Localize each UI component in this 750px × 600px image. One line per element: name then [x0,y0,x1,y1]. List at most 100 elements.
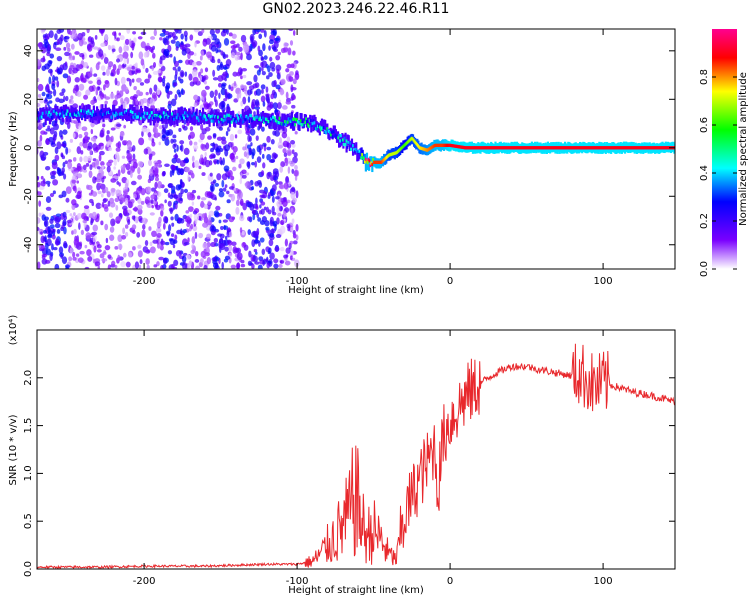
noise-speckle [265,93,270,97]
noise-speckle [207,135,212,140]
ridge-core [359,152,362,156]
ridge-core [170,113,173,117]
ridge-core [63,110,66,114]
ridge-core [372,158,374,162]
ridge-core [602,146,605,150]
ridge-core [124,110,127,114]
ridge-core [259,116,262,120]
noise-speckle [74,128,79,133]
ridge-core [582,146,585,150]
ridge-core [538,146,541,150]
noise-speckle [266,172,271,180]
noise-speckle [61,256,68,264]
noise-speckle [48,136,54,143]
ridge-core [289,119,292,123]
ridge-core [88,114,91,118]
ridge-band [281,113,284,124]
noise-speckle [135,99,139,106]
noise-speckle [277,141,284,149]
ridge-core [255,115,258,119]
ridge-core [162,111,165,115]
noise-speckle [116,68,120,76]
ridge-core [428,147,430,151]
noise-speckle [277,212,282,217]
noise-speckle [90,136,97,142]
noise-speckle [252,83,258,89]
noise-speckle [286,136,291,143]
ridge-core [85,110,88,114]
noise-speckle [288,29,294,32]
noise-speckle [215,256,220,262]
noise-speckle [101,201,105,208]
noise-speckle [279,246,285,252]
ridge-core [324,130,327,134]
ridge-core [417,144,419,148]
ridge-core [42,115,45,119]
ridge-core [261,115,263,120]
noise-speckle [120,76,126,85]
noise-speckle [289,255,293,261]
noise-speckle [251,98,256,107]
noise-speckle [222,51,226,58]
noise-speckle [137,250,143,258]
ridge-core [209,115,212,119]
ridge-core [110,115,113,119]
ridge-core [304,120,307,125]
ridge-band [276,113,280,124]
ridge-core [463,145,465,150]
noise-speckle [47,68,53,74]
noise-speckle [181,49,187,56]
noise-speckle [95,202,102,210]
noise-speckle [239,177,243,185]
noise-speckle [282,210,287,218]
noise-speckle [122,205,128,211]
noise-speckle [213,210,219,217]
ridge-core [461,145,464,149]
ridge-core [384,157,386,161]
colorbar-tick-label: 0.2 [699,213,710,229]
noise-speckle [149,87,153,95]
noise-speckle [73,228,77,235]
ridge-core [262,120,265,124]
ridge-core [103,112,106,116]
ridge-core [662,146,665,150]
noise-speckle [158,141,161,146]
ridge-core [374,160,377,164]
noise-speckle [270,93,275,100]
noise-speckle [52,179,59,186]
noise-speckle [211,59,216,64]
noise-speckle [138,264,142,269]
ridge-band [347,135,350,146]
ridge-core [84,111,87,115]
noise-speckle [179,168,184,176]
ridge-core [601,146,604,150]
noise-speckle [126,66,132,72]
ridge-core [564,146,567,150]
ridge-core [340,134,342,138]
ridge-core [427,148,430,152]
ridge-core [546,146,549,150]
ridge-core [533,146,536,150]
ridge-core [242,119,245,123]
ridge-core [566,146,569,150]
noise-speckle [160,206,165,212]
noise-speckle [37,261,41,269]
noise-speckle [193,102,198,108]
ridge-core [573,146,576,150]
noise-speckle [230,86,234,92]
noise-speckle [247,216,251,222]
ridge-core [568,146,571,150]
noise-speckle [122,227,126,235]
noise-speckle [200,68,204,74]
noise-speckle [210,230,216,236]
noise-speckle [67,159,73,163]
ridge-core [276,121,279,126]
noise-speckle [153,125,156,134]
noise-speckle [116,180,120,185]
ridge-core [207,113,210,118]
noise-speckle [61,167,65,174]
noise-speckle [182,261,188,269]
ridge-core [415,141,418,146]
ridge-core [246,116,249,120]
noise-speckle [136,77,142,83]
